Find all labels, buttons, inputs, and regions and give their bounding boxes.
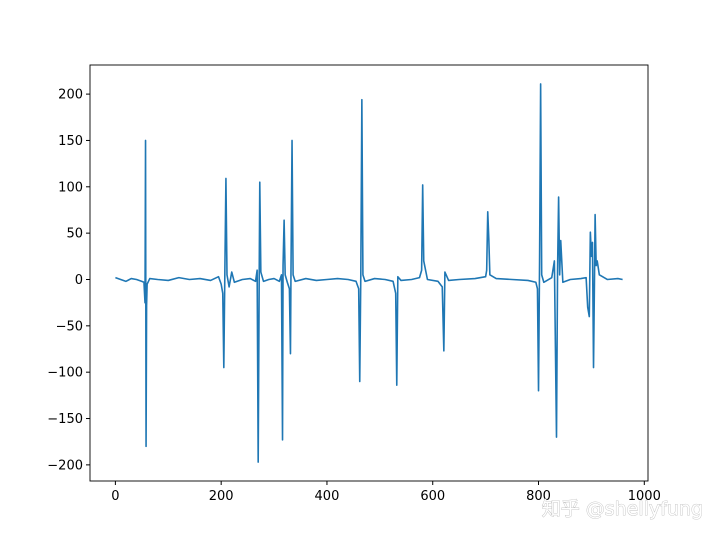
data-line [115, 83, 623, 463]
x-tick-label: 200 [209, 489, 234, 504]
y-tick-label: 100 [58, 180, 83, 195]
y-tick-label: −150 [47, 412, 83, 427]
watermark: 知乎 @shellyfung [542, 498, 703, 520]
y-tick-label: −50 [56, 319, 83, 334]
x-tick-label: 0 [111, 489, 119, 504]
y-tick-label: 50 [66, 227, 83, 242]
y-tick-label: 0 [75, 273, 83, 288]
y-tick-label: −100 [47, 366, 83, 381]
y-tick-label: 200 [58, 88, 83, 103]
y-tick-label: 150 [58, 134, 83, 149]
x-tick-label: 400 [315, 489, 340, 504]
y-tick-label: −200 [47, 458, 83, 473]
x-tick-label: 800 [526, 489, 551, 504]
x-tick-label: 1000 [628, 489, 661, 504]
x-tick-label: 600 [420, 489, 445, 504]
plot-frame [89, 64, 649, 482]
